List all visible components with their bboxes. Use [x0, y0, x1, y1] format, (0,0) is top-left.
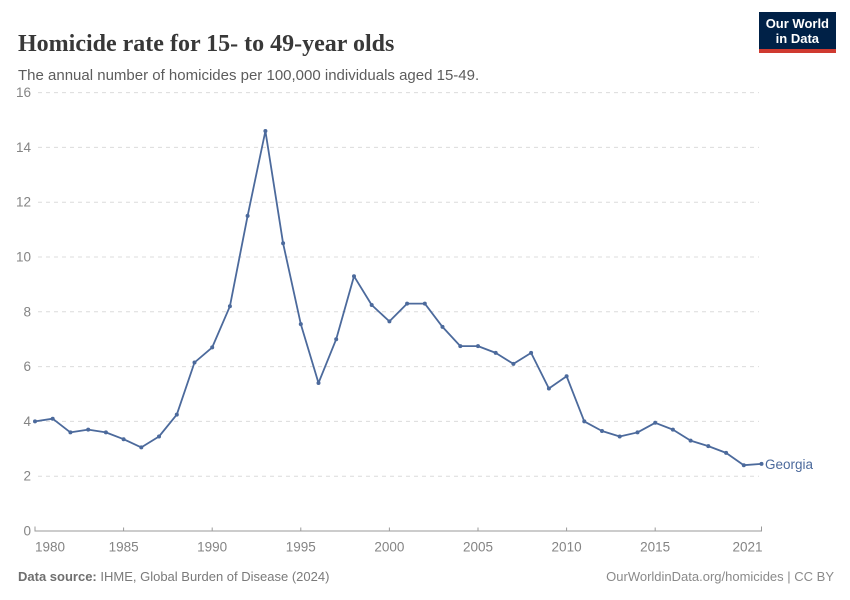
data-source: Data source: IHME, Global Burden of Dise…	[18, 569, 329, 584]
owid-logo[interactable]: Our World in Data	[758, 12, 836, 53]
data-point[interactable]	[405, 301, 410, 306]
data-point[interactable]	[227, 304, 232, 309]
data-point[interactable]	[210, 345, 215, 350]
y-tick-label: 4	[23, 414, 31, 429]
data-point[interactable]	[174, 412, 179, 417]
data-point[interactable]	[617, 434, 622, 439]
series-line[interactable]	[34, 130, 763, 467]
data-point[interactable]	[476, 344, 480, 349]
data-point[interactable]	[546, 386, 551, 391]
x-tick-label: 1985	[109, 540, 139, 555]
x-axis	[34, 526, 762, 532]
y-tick-label: 16	[16, 85, 31, 100]
data-point[interactable]	[192, 360, 197, 365]
data-point[interactable]	[68, 430, 73, 435]
owid-logo-line1: Our World	[765, 16, 829, 31]
data-point[interactable]	[50, 416, 55, 421]
page-title: Homicide rate for 15- to 49-year olds	[18, 31, 395, 58]
data-point[interactable]	[688, 438, 693, 443]
data-point[interactable]	[281, 241, 286, 246]
x-tick-label: 1990	[197, 540, 227, 555]
x-tick-label: 1995	[286, 540, 316, 555]
data-point[interactable]	[157, 434, 161, 439]
data-point[interactable]	[298, 322, 303, 327]
x-tick-label: 2021	[732, 540, 762, 555]
y-tick-label: 0	[23, 524, 31, 539]
data-source-label: Data source:	[18, 569, 97, 584]
data-point[interactable]	[511, 361, 516, 366]
data-source-value: IHME, Global Burden of Disease (2024)	[96, 569, 330, 584]
x-tick-label: 2000	[374, 540, 404, 555]
y-tick-label: 10	[16, 250, 31, 265]
y-tick-label: 6	[23, 359, 31, 374]
data-point[interactable]	[245, 213, 250, 218]
data-point[interactable]	[670, 427, 675, 432]
data-point[interactable]	[741, 463, 746, 468]
x-tick-label: 2015	[640, 540, 670, 555]
data-point[interactable]	[529, 350, 534, 355]
data-point[interactable]	[635, 430, 640, 435]
data-point[interactable]	[582, 419, 587, 424]
data-point[interactable]	[334, 337, 339, 342]
credit-link[interactable]: OurWorldinData.org/homicides | CC BY	[606, 569, 834, 584]
data-point[interactable]	[139, 445, 144, 450]
y-tick-label: 12	[16, 195, 31, 210]
data-point[interactable]	[564, 374, 569, 379]
x-tick-label: 1980	[35, 540, 65, 555]
data-point[interactable]	[86, 427, 91, 432]
data-point[interactable]	[369, 303, 374, 307]
y-tick-label: 14	[16, 140, 32, 155]
data-point[interactable]	[493, 350, 498, 355]
data-point[interactable]	[458, 344, 463, 349]
data-point[interactable]	[121, 437, 126, 442]
data-point[interactable]	[759, 461, 764, 466]
data-point[interactable]	[387, 319, 392, 324]
data-point[interactable]	[316, 381, 321, 385]
data-point[interactable]	[440, 324, 445, 329]
series-label-georgia: Georgia	[765, 457, 814, 472]
data-point[interactable]	[352, 274, 356, 279]
y-tick-label: 2	[23, 469, 31, 484]
data-point[interactable]	[33, 419, 37, 424]
data-point[interactable]	[422, 301, 427, 306]
data-point[interactable]	[263, 129, 268, 133]
data-point[interactable]	[103, 430, 108, 435]
x-tick-label: 2005	[463, 540, 493, 555]
chart-subtitle: The annual number of homicides per 100,0…	[18, 67, 480, 84]
owid-logo-line2: in Data	[775, 31, 820, 46]
data-point[interactable]	[706, 444, 711, 449]
data-point[interactable]	[724, 450, 729, 455]
data-point[interactable]	[600, 429, 604, 433]
x-tick-label: 2010	[552, 540, 582, 555]
y-tick-label: 8	[23, 304, 31, 319]
data-point[interactable]	[653, 420, 658, 425]
